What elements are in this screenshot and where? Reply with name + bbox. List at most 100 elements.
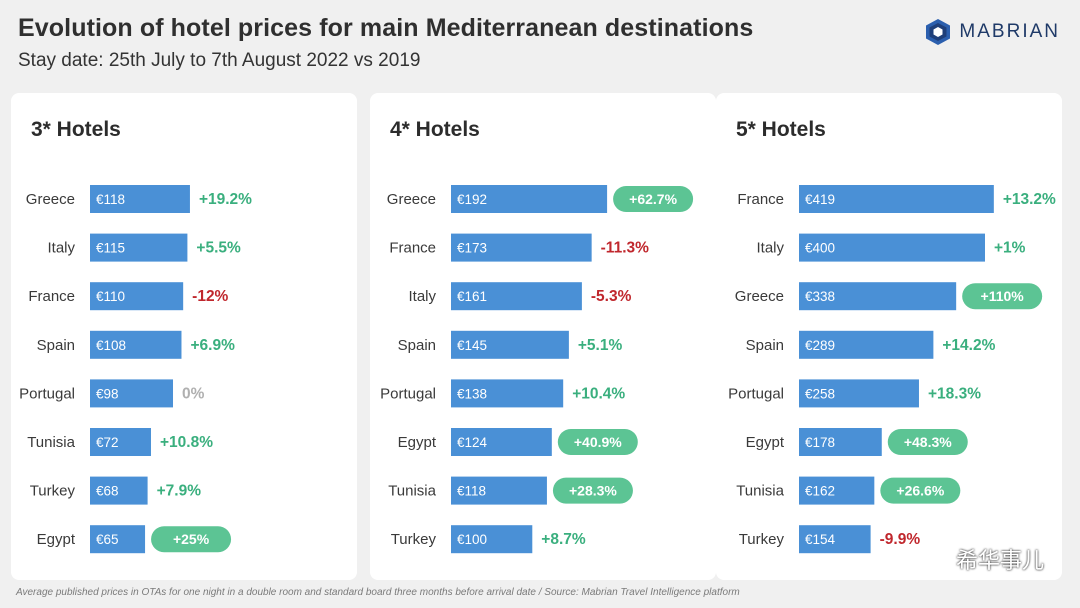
chart-4-star: Greece €192 +62.7% France €173 -11.3% Italy €16… xyxy=(380,185,694,554)
bar-value-label: €108 xyxy=(96,338,126,353)
chart-3-star: Greece €118 +19.2% Italy €115 +5.5% France €110… xyxy=(19,185,252,554)
category-label: Tunisia xyxy=(388,483,436,500)
change-label: +18.3% xyxy=(928,385,981,402)
category-label: Spain xyxy=(37,337,75,354)
bar xyxy=(799,282,957,311)
category-label: Spain xyxy=(746,337,784,354)
mabrian-hexagon-icon xyxy=(926,19,951,45)
bar-value-label: €98 xyxy=(96,386,119,401)
bar-value-label: €72 xyxy=(96,435,119,450)
category-label: Spain xyxy=(398,337,436,354)
bar-value-label: €110 xyxy=(96,289,125,304)
change-label: +5.5% xyxy=(196,240,241,257)
panel-title-3-star: 3* Hotels xyxy=(31,118,121,141)
bar xyxy=(90,525,146,554)
bar xyxy=(799,525,871,554)
change-label: +48.3% xyxy=(904,434,952,450)
change-label: 0% xyxy=(182,385,205,402)
category-label: Greece xyxy=(387,191,436,208)
bar xyxy=(451,476,547,505)
change-label: +28.3% xyxy=(569,483,617,499)
bar xyxy=(90,428,151,456)
category-label: Italy xyxy=(756,240,784,257)
wechat-icon xyxy=(919,548,947,570)
change-label: -9.9% xyxy=(880,531,921,548)
category-label: France xyxy=(28,288,75,305)
bar xyxy=(90,282,184,311)
change-pill xyxy=(552,477,633,504)
bar-value-label: €192 xyxy=(457,192,487,207)
change-pill xyxy=(557,429,638,455)
chart-subtitle: Stay date: 25th July to 7th August 2022 … xyxy=(18,50,421,71)
change-label: +13.2% xyxy=(1003,191,1056,208)
category-label: Greece xyxy=(26,191,75,208)
chart-title: Evolution of hotel prices for main Medit… xyxy=(18,14,754,42)
change-pill xyxy=(151,526,232,553)
change-label: +1% xyxy=(994,240,1026,257)
bar-value-label: €154 xyxy=(805,532,836,547)
change-pill xyxy=(880,477,961,504)
bar-value-label: €419 xyxy=(805,192,835,207)
category-label: Portugal xyxy=(19,385,75,402)
change-label: +8.7% xyxy=(541,531,586,548)
category-label: Egypt xyxy=(398,434,437,451)
bar xyxy=(451,282,582,311)
panel-title-5-star: 5* Hotels xyxy=(736,118,826,141)
panel-3-star: 3* Hotels Greece €118 +19.2% Italy €115 +5.5%… xyxy=(11,93,357,580)
bar xyxy=(451,233,592,262)
bar-value-label: €173 xyxy=(457,241,487,256)
change-pill xyxy=(613,186,694,212)
bar-value-label: €258 xyxy=(805,386,835,401)
category-label: Greece xyxy=(735,288,784,305)
bar xyxy=(451,185,608,213)
category-label: Portugal xyxy=(380,385,436,402)
watermark: 希华事儿 xyxy=(919,543,1044,575)
panel-title-4-star: 4* Hotels xyxy=(390,118,480,141)
bar-value-label: €289 xyxy=(805,338,835,353)
bar xyxy=(90,379,174,408)
bar xyxy=(90,233,188,262)
change-label: -5.3% xyxy=(591,288,632,305)
category-label: Turkey xyxy=(391,531,437,548)
bar xyxy=(799,428,882,456)
watermark-text: 希华事儿 xyxy=(955,548,1044,573)
footnote: Average published prices in OTAs for one… xyxy=(16,587,740,598)
change-label: +7.9% xyxy=(157,483,202,500)
change-label: +5.1% xyxy=(578,337,623,354)
category-label: France xyxy=(737,191,784,208)
bar xyxy=(90,476,148,505)
category-label: Tunisia xyxy=(27,434,75,451)
category-label: Italy xyxy=(47,240,75,257)
change-label: -12% xyxy=(192,288,228,305)
panel-4-star: 4* Hotels Greece €192 +62.7% France €173 -11.… xyxy=(370,93,716,580)
category-label: France xyxy=(389,240,436,257)
bar-value-label: €138 xyxy=(457,386,487,401)
bar xyxy=(799,476,875,505)
category-label: Italy xyxy=(408,288,436,305)
change-pill xyxy=(887,429,968,455)
bar xyxy=(451,330,569,359)
bar-value-label: €115 xyxy=(96,241,125,256)
bar-value-label: €118 xyxy=(457,484,486,499)
change-label: +10.8% xyxy=(160,434,213,451)
change-label: +110% xyxy=(981,288,1025,304)
bar-value-label: €65 xyxy=(96,532,119,547)
bar-value-label: €178 xyxy=(805,435,835,450)
bar xyxy=(799,233,985,262)
chart-5-star: France €419 +13.2% Italy €400 +1% Greece €338 +1… xyxy=(728,185,1056,554)
panel-5-star: 5* Hotels France €419 +13.2% Italy €400 +1% Gr… xyxy=(716,93,1062,580)
change-label: +10.4% xyxy=(572,385,625,402)
change-label: +40.9% xyxy=(574,434,622,450)
bar-value-label: €145 xyxy=(457,338,487,353)
change-label: -11.3% xyxy=(601,240,649,257)
change-label: +62.7% xyxy=(629,191,677,207)
category-label: Turkey xyxy=(739,531,785,548)
bar-value-label: €400 xyxy=(805,241,835,256)
bar-value-label: €161 xyxy=(457,289,487,304)
category-label: Portugal xyxy=(728,385,784,402)
change-pill xyxy=(962,283,1043,310)
bar xyxy=(451,525,533,554)
change-label: +25% xyxy=(173,531,210,547)
bar-value-label: €118 xyxy=(96,192,125,207)
category-label: Turkey xyxy=(30,483,76,500)
